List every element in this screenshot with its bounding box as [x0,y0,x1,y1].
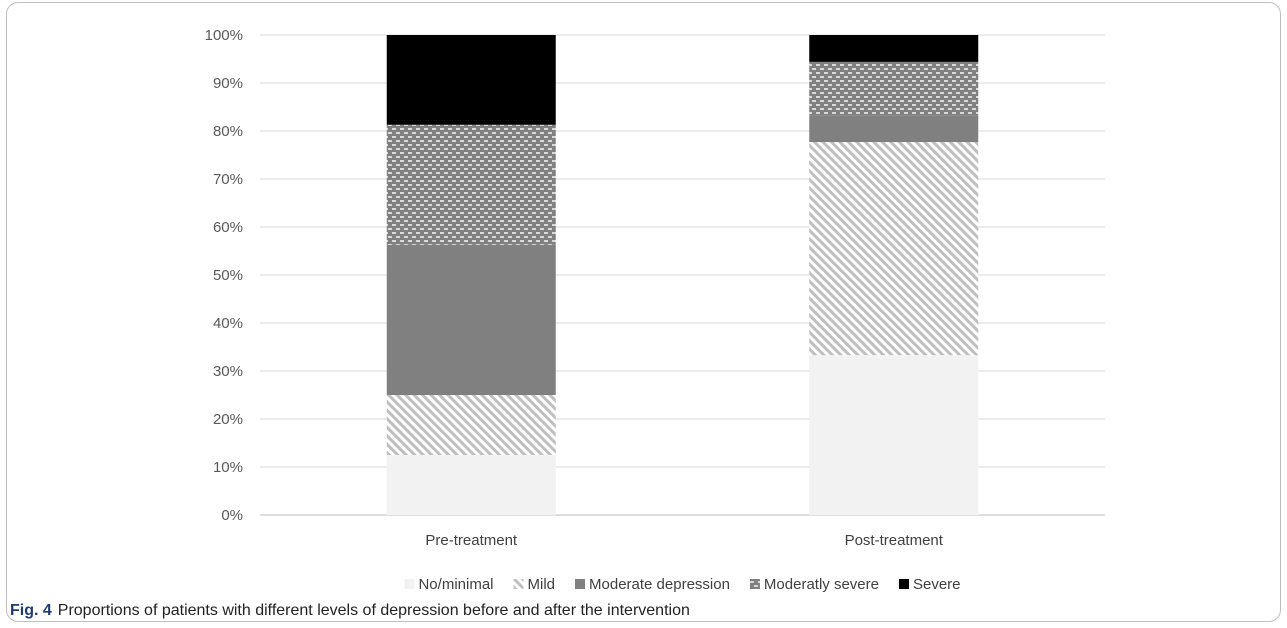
bar-segment [386,124,556,245]
bar-segment [386,35,556,125]
legend-label: Mild [527,576,555,593]
legend-item: Mild [513,576,555,593]
legend: No/minimal Mild Moderate depression Moderat… [404,576,961,593]
figure-caption: Fig. 4 Proportions of patients with diffe… [10,602,690,620]
y-tick-label: 10% [213,459,243,476]
y-tick-label: 30% [213,363,243,380]
bar-segment [386,455,556,515]
legend-swatch [749,579,760,589]
bar-segment [809,355,979,515]
legend-swatch [898,579,909,589]
y-tick-label: 70% [213,171,243,188]
y-tick-label: 100% [205,27,243,44]
bar-segment [809,115,979,143]
legend-label: Severe [913,576,961,593]
y-tick-label: 50% [213,267,243,284]
y-tick-label: 40% [213,315,243,332]
y-tick-label: 20% [213,411,243,428]
bar-segment [386,395,556,455]
y-tick-label: 80% [213,123,243,140]
legend-swatch [513,579,524,589]
stacked-bar-chart: 0% 10% 20% 30% 40% 50% 60% 70% 80% 90% 100% Pre-tr… [205,27,1105,593]
x-axis-labels: Pre-treatment Post-treatment [425,532,943,549]
legend-swatch [404,579,415,589]
bars [386,35,979,515]
figure-label: Fig. 4 [10,602,52,619]
legend-item: Moderate depression [575,576,730,593]
x-tick-label: Pre-treatment [425,532,518,549]
legend-swatch [575,579,586,589]
x-tick-label: Post-treatment [845,532,944,549]
bar-segment [809,142,979,356]
bar-segment [809,35,979,62]
legend-item: Moderatly severe [749,576,879,593]
y-tick-label: 90% [213,75,243,92]
y-axis-ticks: 0% 10% 20% 30% 40% 50% 60% 70% 80% 90% 100% [205,27,243,524]
bar-segment [809,61,979,116]
y-tick-label: 0% [221,507,243,524]
legend-label: No/minimal [418,576,493,593]
figure-frame [6,2,1281,622]
legend-item: No/minimal [404,576,493,593]
y-tick-label: 60% [213,219,243,236]
legend-label: Moderate depression [589,576,730,593]
legend-item: Severe [898,576,961,593]
bar-segment [386,244,556,395]
figure-caption-text: Proportions of patients with different l… [57,602,690,619]
legend-label: Moderatly severe [764,576,879,593]
